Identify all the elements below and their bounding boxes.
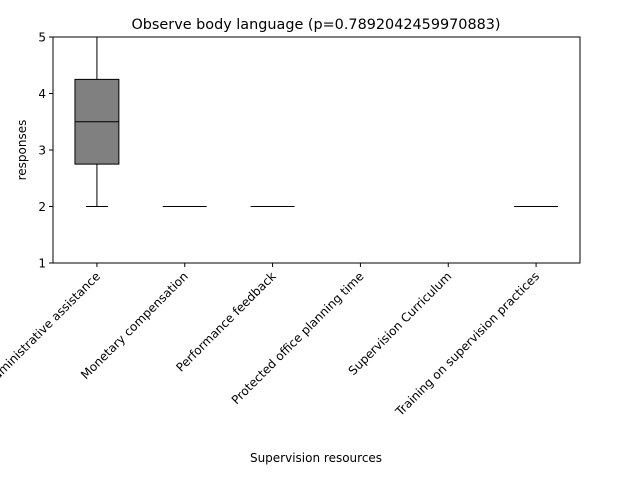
box-group-1 — [74, 36, 120, 207]
x-axis-label: Supervision resources — [250, 451, 382, 465]
y-tick-label: 5 — [38, 31, 46, 45]
y-axis-label: responses — [15, 120, 29, 181]
y-tick-label: 2 — [38, 200, 46, 214]
y-axis: 1 2 3 4 5 — [38, 31, 53, 271]
chart-title: Observe body language (p=0.7892042459970… — [131, 17, 500, 33]
y-tick-label: 1 — [38, 257, 46, 271]
y-tick-label: 3 — [38, 144, 46, 158]
y-tick-label: 4 — [38, 87, 46, 101]
